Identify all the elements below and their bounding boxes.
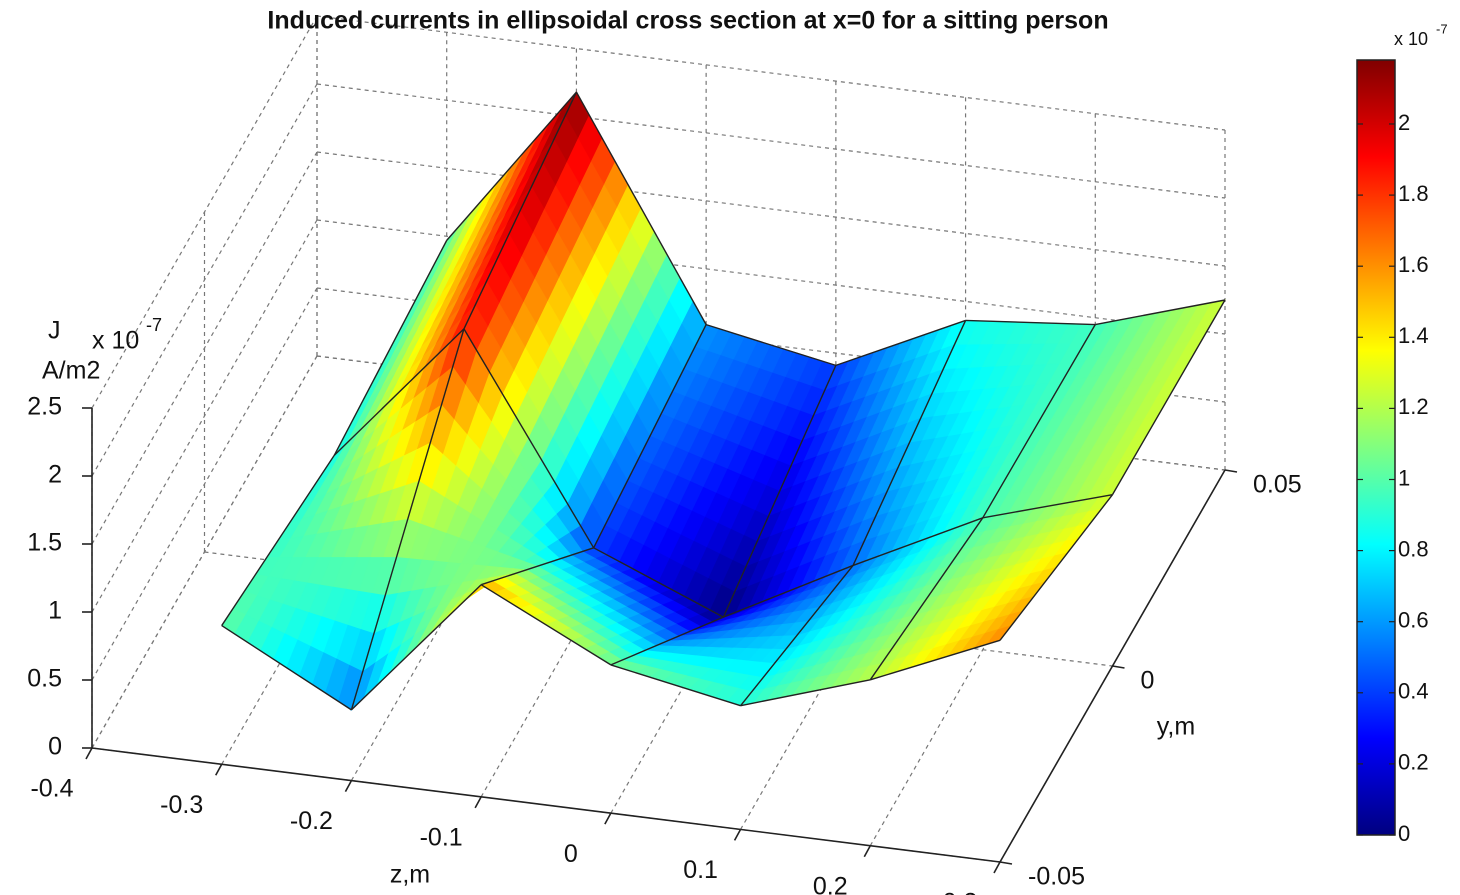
- colorbar-tick-label: 1: [1398, 465, 1410, 490]
- x-tick-label: 0.2: [813, 872, 848, 895]
- z-tick-label: 2.5: [27, 393, 62, 421]
- mesh-edge: [999, 494, 1114, 641]
- x-tick-label: -0.4: [30, 775, 73, 803]
- mesh-edge: [965, 319, 1096, 326]
- colorbar-scale: [1356, 59, 1396, 836]
- surface-mesh: [221, 91, 1226, 711]
- axis-exponent: x 10: [92, 327, 139, 355]
- mesh-edge: [350, 328, 465, 711]
- mesh-edge: [740, 564, 854, 707]
- y-tick-label: 0: [1141, 667, 1155, 695]
- mesh-edge: [869, 517, 984, 681]
- mesh-edge: [852, 517, 984, 567]
- mesh-edge: [333, 328, 465, 456]
- mesh-edge: [350, 584, 482, 711]
- x-axis: [91, 747, 1001, 863]
- grid-line: [91, 287, 318, 681]
- y-tick: [1112, 665, 1125, 669]
- axis-exponent-power: -7: [146, 315, 162, 335]
- colorbar-tick-label: 0.8: [1398, 536, 1429, 561]
- x-tick: [344, 780, 353, 792]
- z-axis-label: J: [48, 317, 61, 345]
- x-tick-label: 0.1: [683, 856, 718, 884]
- grid-line: [316, 15, 1226, 131]
- x-tick: [85, 747, 93, 760]
- mesh-edge: [610, 616, 724, 666]
- z-tick-label: 2: [48, 461, 62, 489]
- mesh-edge: [1095, 299, 1226, 326]
- colorbar-exponent: x 10: [1394, 29, 1428, 49]
- z-tick-label: 0: [48, 733, 62, 761]
- x-tick-label: 0: [564, 840, 578, 868]
- axes: -0.4 -0.3 -0.2 -0.1 0 0.1 0.2 0.3 -0.05 0 0.05 0 0.5…: [27, 393, 1301, 895]
- colorbar-tick-label: 0.2: [1398, 750, 1429, 775]
- mesh-edge: [463, 328, 595, 549]
- mesh-edge: [740, 679, 871, 707]
- x-tick: [604, 812, 612, 825]
- grid-line: [91, 355, 318, 749]
- x-tick: [863, 845, 871, 858]
- colorbar-tick-label: 0: [1398, 821, 1410, 846]
- mesh-edge: [446, 91, 577, 241]
- colorbar-tick-label: 2: [1398, 110, 1410, 135]
- z-tick-label: 1.5: [27, 529, 62, 557]
- colorbar-tick-label: 1.2: [1398, 394, 1429, 419]
- grid-line: [91, 83, 318, 477]
- x-tick-label: -0.1: [420, 823, 463, 851]
- mesh-edge: [221, 455, 335, 626]
- mesh-edge: [610, 664, 741, 707]
- mesh-edge: [982, 324, 1096, 519]
- chart-title: Induced currents in ellipsoidal cross se…: [267, 7, 1108, 35]
- y-axis-label: y,m: [1157, 713, 1195, 741]
- x-tick: [215, 763, 223, 776]
- mesh-edge: [870, 639, 1001, 681]
- grid-line: [91, 151, 318, 545]
- x-tick-label: -0.3: [160, 791, 203, 819]
- y-tick: [1224, 469, 1238, 473]
- z-axis-label: A/m2: [42, 357, 100, 385]
- x-tick-label: -0.2: [290, 807, 333, 835]
- mesh-edge: [480, 584, 612, 666]
- grid-line: [91, 15, 318, 409]
- mesh-edge: [593, 324, 707, 549]
- colorbar-tick-label: 1.6: [1398, 252, 1429, 277]
- mesh-edge: [705, 323, 837, 367]
- z-tick-label: 0.5: [27, 665, 62, 693]
- mesh-edge: [835, 319, 966, 367]
- mesh-edge: [480, 547, 594, 586]
- colorbar: 0 0.2 0.4 0.6 0.8 1 1.2 1.4 1.6 1.8 2: [1356, 59, 1429, 846]
- mesh-edge: [1111, 299, 1226, 495]
- x-tick: [993, 861, 1001, 874]
- grid-line: [316, 83, 1226, 199]
- y-tick-label: -0.05: [1028, 863, 1085, 891]
- x-tick: [474, 796, 482, 809]
- grid-line: [91, 219, 318, 613]
- mesh-edge: [575, 91, 707, 325]
- mesh-edge: [463, 91, 578, 330]
- y-tick-label: 0.05: [1253, 471, 1302, 499]
- colorbar-exponent-power: -7: [1436, 21, 1448, 36]
- mesh-edge: [852, 320, 967, 566]
- mesh-edge: [722, 365, 837, 618]
- colorbar-tick-label: 1.4: [1398, 323, 1429, 348]
- x-tick: [733, 829, 742, 841]
- mesh-edge: [593, 547, 724, 618]
- mesh-edge: [221, 624, 352, 711]
- z-tick-label: 1: [48, 597, 62, 625]
- x-tick-label: 0.3: [943, 889, 978, 895]
- x-axis-label: z,m: [390, 861, 430, 889]
- mesh-edge: [723, 564, 854, 618]
- colorbar-tick-label: 0.6: [1398, 608, 1429, 633]
- colorbar-tick-label: 1.8: [1398, 181, 1429, 206]
- mesh-edge: [982, 493, 1113, 519]
- y-tick: [999, 861, 1013, 865]
- colorbar-tick-label: 0.4: [1398, 679, 1429, 704]
- mesh-edge: [333, 240, 448, 456]
- grid-line: [316, 151, 1226, 267]
